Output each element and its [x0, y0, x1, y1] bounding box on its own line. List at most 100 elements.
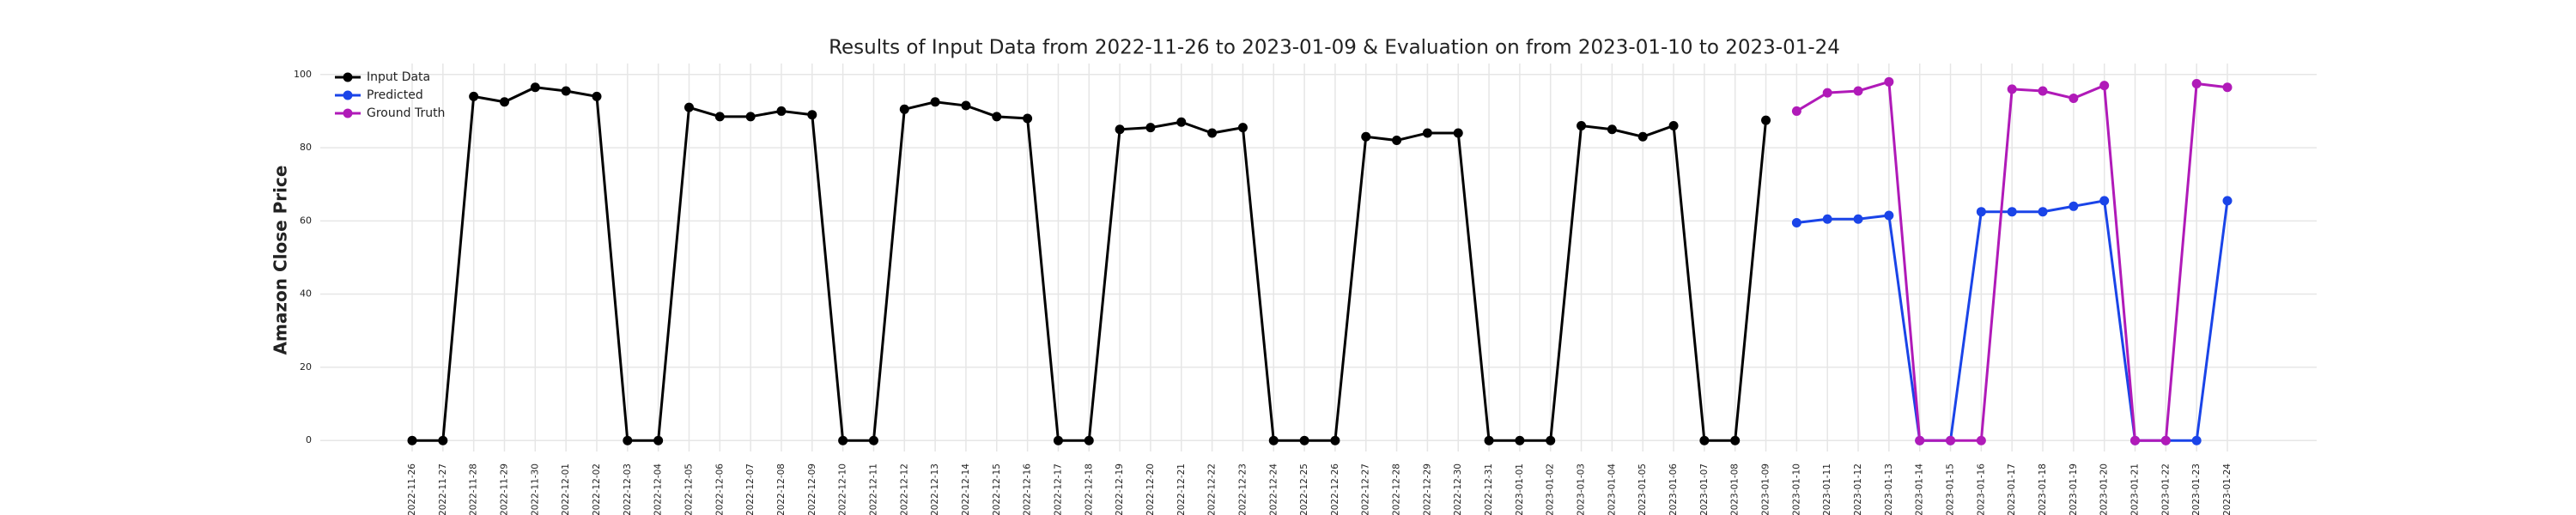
x-tick-label: 2022-12-24	[1268, 464, 1279, 515]
data-point	[1699, 435, 1710, 445]
x-tick-label: 2023-01-15	[1946, 464, 1956, 515]
x-tick-label: 2022-12-18	[1084, 464, 1094, 515]
legend-label: Ground Truth	[367, 106, 445, 120]
data-point	[2191, 78, 2202, 88]
x-tick-label: 2022-11-30	[530, 464, 540, 515]
data-point	[1637, 131, 1648, 142]
data-point	[469, 91, 479, 101]
x-tick-label: 2022-12-11	[868, 464, 878, 515]
data-point	[653, 435, 664, 445]
x-tick-label: 2023-01-12	[1853, 464, 1863, 515]
data-point	[1053, 435, 1063, 445]
x-tick-label: 2023-01-16	[1976, 464, 1986, 515]
data-point	[1668, 120, 1679, 130]
data-point	[1822, 88, 1832, 98]
x-tick-label: 2022-12-17	[1053, 464, 1063, 515]
x-tick-label: 2022-11-26	[407, 464, 417, 515]
data-point	[561, 86, 571, 96]
legend-marker	[343, 72, 353, 82]
data-point	[438, 435, 448, 445]
x-tick-label: 2022-11-28	[469, 464, 479, 515]
data-point	[807, 110, 817, 120]
data-point	[1145, 123, 1156, 133]
x-tick-label: 2022-12-21	[1176, 464, 1187, 515]
data-point	[1791, 217, 1801, 227]
x-tick-label: 2022-12-30	[1453, 464, 1463, 515]
x-tick-label: 2023-01-08	[1730, 464, 1741, 515]
data-point	[1484, 435, 1494, 445]
x-tick-label: 2022-12-19	[1115, 464, 1125, 515]
x-tick-label: 2023-01-01	[1515, 464, 1525, 515]
data-point	[623, 435, 633, 445]
data-point	[745, 112, 756, 122]
x-tick-label: 2022-11-27	[438, 464, 448, 515]
data-point	[592, 91, 602, 101]
data-point	[1915, 435, 1925, 445]
x-tick-label: 2023-01-09	[1761, 464, 1771, 515]
data-point	[992, 112, 1002, 122]
x-tick-label: 2023-01-14	[1915, 464, 1925, 515]
data-point	[899, 104, 909, 114]
x-tick-label: 2023-01-06	[1668, 464, 1679, 515]
data-point	[1422, 128, 1432, 138]
y-tick-label: 80	[300, 142, 312, 153]
x-tick-label: 2023-01-02	[1546, 464, 1556, 515]
x-tick-label: 2022-12-07	[745, 464, 756, 515]
y-tick-label: 60	[300, 215, 312, 226]
data-point	[2007, 84, 2017, 94]
data-point	[1976, 207, 1986, 217]
x-tick-label: 2022-12-25	[1299, 464, 1309, 515]
data-point	[2191, 435, 2202, 445]
data-point	[1115, 124, 1125, 135]
x-tick-label: 2022-12-14	[961, 464, 971, 515]
x-tick-label: 2023-01-23	[2191, 464, 2202, 515]
data-point	[2099, 81, 2110, 91]
legend-label: Input Data	[367, 70, 430, 84]
x-tick-label: 2022-12-02	[592, 464, 602, 515]
data-point	[838, 435, 848, 445]
x-tick-label: 2022-11-29	[499, 464, 509, 515]
data-point	[2069, 94, 2079, 104]
x-tick-label: 2023-01-03	[1577, 464, 1587, 515]
x-tick-label: 2022-12-15	[992, 464, 1002, 515]
x-tick-label: 2022-12-13	[930, 464, 940, 515]
x-tick-label: 2022-12-12	[899, 464, 909, 515]
x-tick-label: 2022-12-26	[1330, 464, 1340, 515]
y-axis-label: Amazon Close Price	[270, 166, 291, 355]
data-point	[1453, 128, 1463, 138]
x-tick-label: 2022-12-09	[807, 464, 817, 515]
x-tick-label: 2022-12-27	[1361, 464, 1371, 515]
x-tick-label: 2022-12-08	[776, 464, 787, 515]
x-tick-label: 2023-01-10	[1791, 464, 1801, 515]
data-point	[776, 106, 787, 116]
y-tick-label: 20	[300, 361, 312, 373]
data-point	[683, 102, 694, 112]
x-tick-label: 2022-12-05	[683, 464, 694, 515]
data-point	[2007, 207, 2017, 217]
y-tick-label: 40	[300, 288, 312, 300]
x-tick-label: 2023-01-22	[2160, 464, 2171, 515]
data-point	[1822, 214, 1832, 224]
x-tick-label: 2022-12-16	[1023, 464, 1033, 515]
legend-marker	[343, 108, 353, 118]
x-tick-label: 2023-01-17	[2007, 464, 2017, 515]
data-point	[961, 100, 971, 111]
data-point	[1392, 136, 1402, 146]
x-tick-label: 2022-12-23	[1237, 464, 1248, 515]
data-point	[1853, 214, 1863, 224]
legend-marker	[343, 90, 353, 100]
data-point	[714, 112, 725, 122]
x-tick-label: 2022-12-01	[561, 464, 571, 515]
x-tick-label: 2022-12-29	[1422, 464, 1432, 515]
data-point	[2222, 82, 2233, 93]
x-tick-label: 2022-12-03	[623, 464, 633, 515]
x-tick-label: 2023-01-13	[1884, 464, 1894, 515]
data-point	[499, 97, 509, 107]
data-point	[2069, 201, 2079, 211]
x-tick-label: 2022-12-20	[1145, 464, 1156, 515]
y-tick-label: 0	[306, 434, 312, 445]
data-point	[2222, 196, 2233, 206]
x-tick-label: 2023-01-19	[2069, 464, 2079, 515]
x-tick-label: 2022-12-10	[838, 464, 848, 515]
